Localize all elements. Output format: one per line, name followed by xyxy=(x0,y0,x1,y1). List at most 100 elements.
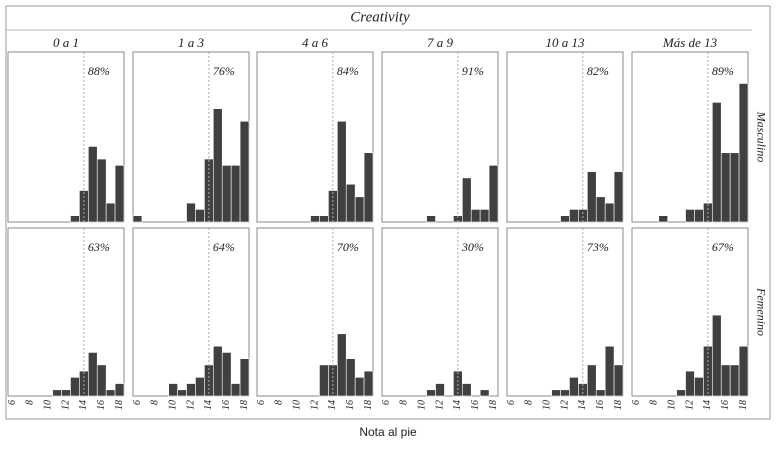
bar xyxy=(61,389,71,397)
bar xyxy=(729,364,740,397)
x-tick-label: 18 xyxy=(488,400,499,410)
bar xyxy=(195,377,205,397)
x-tick-label: 16 xyxy=(221,400,232,410)
x-tick-label: 10 xyxy=(541,400,552,410)
bar xyxy=(462,383,472,397)
bar xyxy=(488,165,499,223)
panel xyxy=(506,227,624,397)
x-tick-label: 14 xyxy=(452,400,463,410)
bar xyxy=(462,177,472,223)
bar xyxy=(587,364,597,397)
percent-label: 64% xyxy=(213,240,235,254)
bar xyxy=(712,102,722,223)
bar xyxy=(88,146,98,223)
x-tick-label: 14 xyxy=(702,400,713,410)
bar xyxy=(239,358,250,397)
x-tick-label: 6 xyxy=(381,400,392,405)
bar xyxy=(712,314,722,397)
bar xyxy=(560,215,570,223)
x-tick-label: 14 xyxy=(203,400,214,410)
x-tick-label: 10 xyxy=(416,400,427,410)
bar xyxy=(70,215,80,223)
bar xyxy=(239,120,250,223)
x-tick-label: 6 xyxy=(506,400,517,405)
bar xyxy=(551,389,561,397)
x-tick-label: 18 xyxy=(738,400,749,410)
bar xyxy=(569,209,579,223)
x-tick-label: 10 xyxy=(42,400,53,410)
chart-title: Creativity xyxy=(350,9,410,25)
x-tick-label: 16 xyxy=(96,400,107,410)
panel xyxy=(381,227,499,397)
bar xyxy=(694,209,704,223)
column-header: 10 a 13 xyxy=(546,35,586,50)
x-tick-label: 6 xyxy=(7,400,18,405)
bar xyxy=(114,383,125,397)
percent-label: 88% xyxy=(88,64,110,78)
x-tick-label: 16 xyxy=(595,400,606,410)
bar xyxy=(186,383,196,397)
bar xyxy=(720,364,731,397)
column-header: Más de 13 xyxy=(662,35,718,50)
bar xyxy=(114,165,125,223)
x-tick-label: 12 xyxy=(684,400,695,410)
x-tick-label: 10 xyxy=(666,400,677,410)
bar xyxy=(345,183,356,223)
x-tick-label: 8 xyxy=(399,400,410,405)
x-tick-label: 6 xyxy=(256,400,267,405)
bar xyxy=(479,389,490,397)
x-tick-label: 12 xyxy=(434,400,445,410)
x-tick-label: 8 xyxy=(25,400,36,405)
bar xyxy=(132,215,143,223)
bar xyxy=(52,389,62,397)
column-header: 7 a 9 xyxy=(427,35,454,50)
percent-label: 84% xyxy=(337,64,359,78)
bar xyxy=(426,215,436,223)
bar xyxy=(105,202,116,223)
bar xyxy=(354,196,365,223)
bar xyxy=(177,389,187,397)
bar xyxy=(738,345,749,397)
bar xyxy=(587,171,597,223)
bar xyxy=(720,152,731,223)
x-tick-label: 18 xyxy=(239,400,250,410)
bar xyxy=(613,364,624,397)
bar xyxy=(221,352,232,397)
bar xyxy=(738,83,749,223)
bar xyxy=(319,215,329,223)
x-tick-label: 6 xyxy=(631,400,642,405)
bar xyxy=(195,209,205,223)
bar xyxy=(310,215,320,223)
bar xyxy=(560,389,570,397)
x-tick-label: 18 xyxy=(114,400,125,410)
bar xyxy=(186,202,196,223)
bar xyxy=(470,209,481,223)
x-tick-label: 10 xyxy=(167,400,178,410)
x-tick-label: 16 xyxy=(345,400,356,410)
column-header: 4 a 6 xyxy=(302,35,329,50)
x-tick-label: 8 xyxy=(649,400,660,405)
percent-label: 91% xyxy=(462,64,484,78)
bar xyxy=(319,364,329,397)
x-tick-label: 12 xyxy=(309,400,320,410)
percent-label: 63% xyxy=(88,240,110,254)
x-tick-label: 8 xyxy=(274,400,285,405)
x-tick-label: 12 xyxy=(185,400,196,410)
bar xyxy=(435,383,445,397)
x-tick-label: 10 xyxy=(291,400,302,410)
bar xyxy=(221,165,232,223)
panel xyxy=(506,51,624,223)
bar xyxy=(658,215,668,223)
column-header: 0 a 1 xyxy=(53,35,79,50)
x-tick-label: 8 xyxy=(524,400,535,405)
bar xyxy=(96,364,107,397)
x-axis-label: Nota al pie xyxy=(359,425,417,439)
bar xyxy=(354,377,365,397)
bar xyxy=(694,377,704,397)
bar xyxy=(337,120,347,223)
bar xyxy=(105,389,116,397)
row-header: Masculino xyxy=(754,111,768,163)
panel xyxy=(381,51,499,223)
bar xyxy=(230,165,241,223)
